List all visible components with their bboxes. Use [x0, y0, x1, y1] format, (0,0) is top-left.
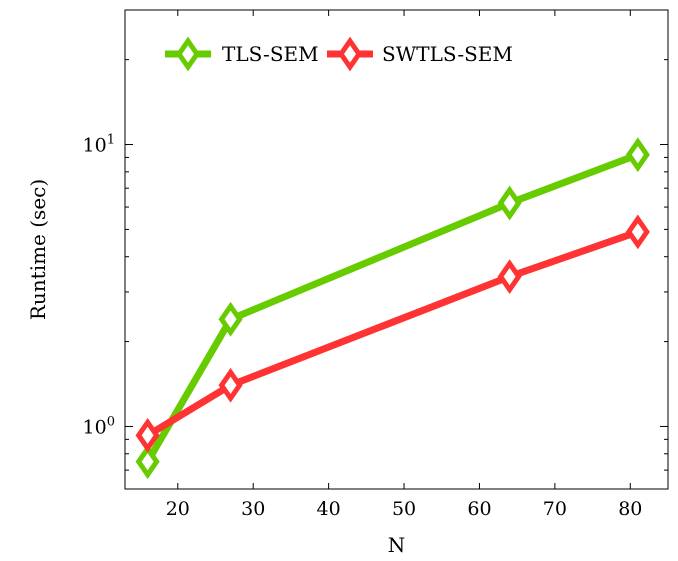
series-TLS-SEM [135, 137, 650, 480]
y-tick-exp-0: 0 [107, 414, 115, 429]
series-line-1 [145, 228, 639, 439]
x-tick-label-6: 80 [618, 498, 642, 520]
y-tick-base-0: 10 [83, 416, 107, 438]
y-tick-label-1: 101 [83, 133, 115, 157]
data-point-1-0 [135, 417, 160, 453]
data-point-1-3 [625, 214, 650, 250]
data-point-0-1 [218, 301, 243, 337]
data-point-0-3 [625, 137, 650, 173]
x-tick-label-0: 20 [166, 498, 190, 520]
x-tick-label-2: 40 [317, 498, 341, 520]
data-point-1-1 [218, 367, 243, 403]
legend-label-0: TLS-SEM [222, 42, 319, 66]
x-axis-label: N [388, 533, 406, 557]
y-axis-label: Runtime (sec) [26, 179, 50, 320]
x-tick-label-3: 50 [392, 498, 416, 520]
data-point-0-2 [497, 185, 522, 221]
series-SWTLS-SEM [135, 214, 650, 453]
data-point-0-0 [135, 444, 160, 480]
legend-marker-1 [337, 36, 363, 72]
plot-frame [124, 9, 669, 490]
x-tick-label-1: 30 [241, 498, 265, 520]
legend-label-1: SWTLS-SEM [382, 42, 513, 66]
data-point-1-2 [497, 259, 522, 295]
legend-marker-0 [175, 36, 201, 72]
y-tick-exp-1: 1 [107, 133, 115, 148]
x-tick-label-5: 70 [543, 498, 567, 520]
y-tick-label-0: 100 [83, 414, 115, 438]
plot-marks [135, 137, 650, 480]
x-tick-label-4: 60 [467, 498, 491, 520]
series-line-0 [144, 151, 640, 464]
legend: TLS-SEM SWTLS-SEM [165, 36, 513, 72]
y-tick-base-1: 10 [83, 135, 107, 157]
